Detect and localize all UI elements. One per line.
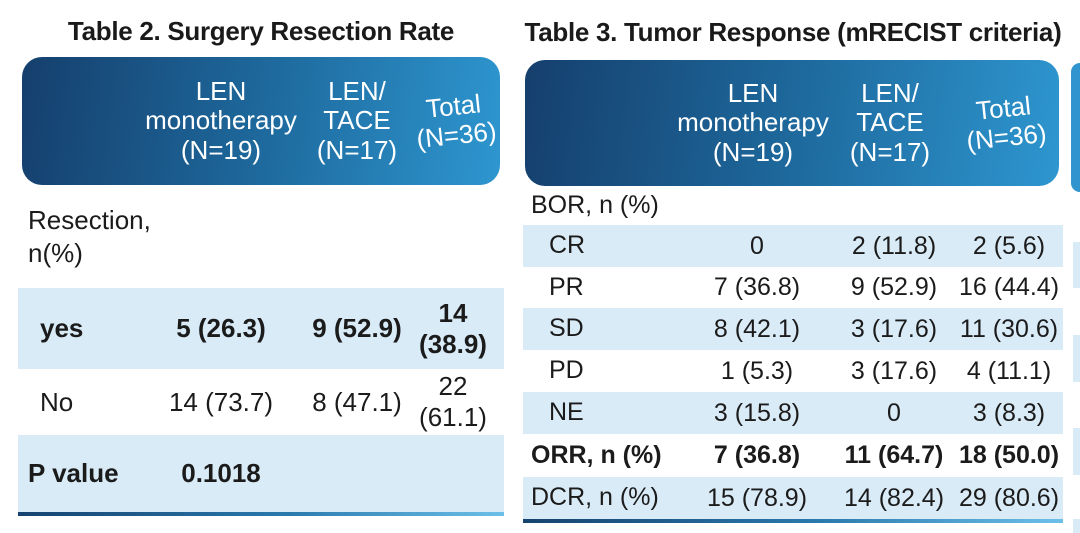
pr-row-label: PR: [549, 272, 584, 301]
yes-row-label: yes: [40, 313, 84, 344]
table-row-orr: ORR, n (%) 7 (36.8) 11 (64.7) 18 (50.0): [523, 434, 1063, 477]
pd-total-value: 4 (11.1): [966, 356, 1052, 385]
table-2-col-header-len-monotherapy: LEN monotherapy (N=19): [145, 76, 297, 165]
yes-total-value: 14 (38.9): [419, 297, 487, 359]
cr-total-value: 2 (5.6): [972, 231, 1046, 260]
table-row-pr: PR 7 (36.8) 9 (52.9) 16 (44.4): [523, 267, 1063, 308]
resection-row-label: Resection, n(%): [28, 205, 151, 268]
table-2-col-header-len-tace: LEN/ TACE (N=17): [316, 76, 398, 165]
table-2-col-header-total: Total (N=36): [415, 88, 498, 155]
partial-next-table-row-band: [1073, 335, 1080, 382]
sd-len-tace-value: 3 (17.6): [850, 314, 938, 343]
table-row-yes: yes 5 (26.3) 9 (52.9) 14 (38.9): [18, 288, 504, 369]
cr-len-tace-value: 2 (11.8): [851, 231, 937, 260]
no-len-tace-value: 8 (47.1): [312, 386, 402, 417]
p-value-value: 0.1018: [181, 458, 261, 488]
pd-len-monotherapy-value: 1 (5.3): [720, 356, 794, 385]
table-3-tumor-response: Table 3. Tumor Response (mRECIST criteri…: [523, 10, 1063, 523]
table-row-cr: CR 0 2 (11.8) 2 (5.6): [523, 225, 1063, 267]
no-total-value: 22 (61.1): [419, 371, 487, 432]
sd-total-value: 11 (30.6): [959, 314, 1059, 343]
ne-len-monotherapy-value: 3 (15.8): [713, 398, 801, 427]
table-3-col-header-len-monotherapy: LEN monotherapy (N=19): [677, 78, 829, 167]
table-row-bor-label: BOR, n (%): [523, 186, 1063, 225]
table-2-header-row: LEN monotherapy (N=19) LEN/ TACE (N=17) …: [22, 57, 500, 185]
table-row-resection-label: Resection, n(%): [18, 185, 504, 288]
dcr-len-monotherapy-value: 15 (78.9): [706, 483, 808, 512]
partial-next-table-row-band: [1073, 428, 1080, 475]
table-3-bottom-rule: [523, 519, 1063, 523]
yes-len-monotherapy-value: 5 (26.3): [176, 313, 266, 343]
table-3-header-row: LEN monotherapy (N=19) LEN/ TACE (N=17) …: [525, 60, 1059, 186]
p-value-row-label: P value: [28, 458, 119, 489]
cr-len-monotherapy-value: 0: [750, 231, 764, 260]
table-3-col-header-total: Total (N=36): [965, 90, 1048, 157]
table-row-pd: PD 1 (5.3) 3 (17.6) 4 (11.1): [523, 350, 1063, 392]
cr-row-label: CR: [549, 231, 586, 260]
pd-row-label: PD: [549, 356, 584, 385]
pd-len-tace-value: 3 (17.6): [850, 356, 938, 385]
table-row-p-value: P value 0.1018: [18, 435, 504, 512]
ne-len-tace-value: 0: [887, 398, 901, 427]
yes-len-tace-value: 9 (52.9): [312, 313, 402, 343]
orr-row-label: ORR, n (%): [531, 440, 662, 469]
no-row-label: No: [40, 386, 74, 417]
ne-row-label: NE: [549, 398, 584, 427]
dcr-row-label: DCR, n (%): [531, 483, 659, 512]
sd-len-monotherapy-value: 8 (42.1): [713, 314, 801, 343]
table-2-surgery-resection-rate: Table 2. Surgery Resection Rate LEN mono…: [18, 10, 504, 516]
no-len-monotherapy-value: 14 (73.7): [168, 386, 274, 417]
table-row-no: No 14 (73.7) 8 (47.1) 22 (61.1): [18, 369, 504, 435]
table-3-title: Table 3. Tumor Response (mRECIST criteri…: [524, 17, 1062, 47]
orr-len-monotherapy-value: 7 (36.8): [713, 441, 801, 469]
partial-next-table-row-band: [1073, 242, 1080, 288]
partial-next-table-header: [1071, 63, 1080, 192]
ne-total-value: 3 (8.3): [972, 398, 1046, 427]
table-2-title: Table 2. Surgery Resection Rate: [67, 16, 455, 46]
dcr-len-tace-value: 14 (82.4): [843, 483, 945, 512]
pr-len-monotherapy-value: 7 (36.8): [713, 273, 801, 301]
pr-len-tace-value: 9 (52.9): [850, 273, 938, 301]
orr-len-tace-value: 11 (64.7): [844, 441, 944, 469]
bor-row-label: BOR, n (%): [531, 190, 659, 219]
partial-next-table-row-band: [1073, 519, 1080, 533]
table-row-sd: SD 8 (42.1) 3 (17.6) 11 (30.6): [523, 308, 1063, 350]
table-2-bottom-rule: [18, 512, 504, 516]
sd-row-label: SD: [549, 314, 584, 343]
table-row-dcr: DCR, n (%) 15 (78.9) 14 (82.4) 29 (80.6): [523, 477, 1063, 519]
table-3-col-header-len-tace: LEN/ TACE (N=17): [849, 78, 931, 167]
pr-total-value: 16 (44.4): [958, 273, 1060, 301]
dcr-total-value: 29 (80.6): [958, 483, 1060, 512]
table-row-ne: NE 3 (15.8) 0 3 (8.3): [523, 392, 1063, 434]
orr-total-value: 18 (50.0): [958, 441, 1060, 469]
